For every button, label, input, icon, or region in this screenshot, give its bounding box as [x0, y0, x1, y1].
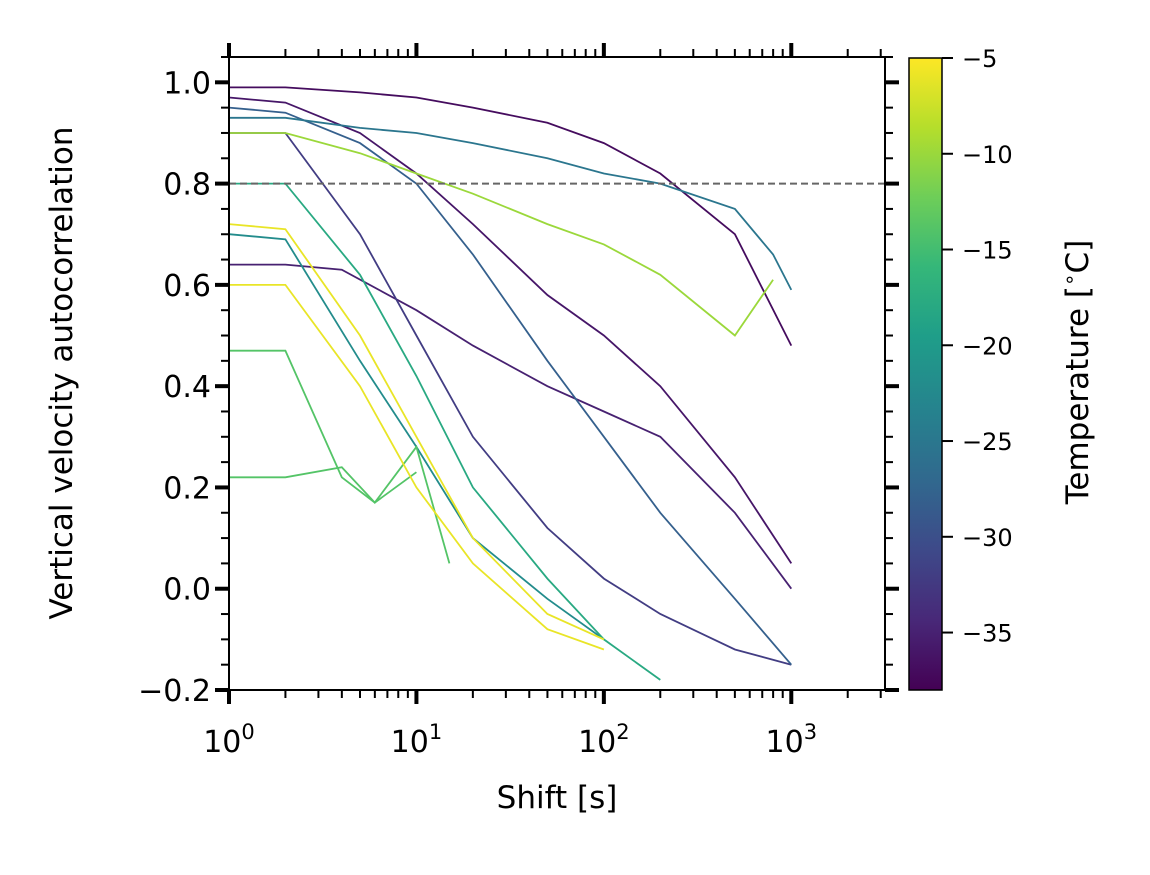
series-line — [229, 223, 605, 641]
axis-ticks — [215, 43, 899, 704]
y-tick-label: 0.2 — [163, 471, 211, 506]
y-tick-label: −0.2 — [138, 674, 211, 709]
x-tick-base: 10 — [766, 725, 804, 760]
y-tick-label: 0.4 — [163, 370, 211, 405]
x-tick-base: 10 — [578, 725, 616, 760]
series-line — [229, 116, 793, 291]
x-tick-exp: 3 — [804, 720, 817, 744]
y-tick-label: 1.0 — [163, 66, 211, 101]
x-tick-exp: 1 — [429, 720, 442, 744]
y-tick-labels: −0.2 0.0 0.2 0.4 0.6 0.8 1.0 — [138, 66, 211, 709]
series-line — [229, 444, 451, 564]
colorbar-tick-labels: −5 −10 −15 −20 −25 −30 −35 — [962, 45, 1013, 648]
x-tick-label: 100 — [203, 720, 255, 760]
x-tick-base: 10 — [391, 725, 429, 760]
x-tick-exp: 0 — [241, 720, 254, 744]
colorbar-label-text: Temperature [ — [1060, 286, 1096, 505]
series-line — [229, 106, 792, 666]
x-tick-exp: 2 — [616, 720, 629, 744]
colorbar-tick-label: −15 — [962, 237, 1013, 265]
colorbar-ticks — [942, 57, 953, 634]
x-tick-label: 102 — [578, 720, 630, 760]
colorbar-tick-label: −25 — [962, 428, 1013, 456]
axes-frame — [228, 56, 886, 691]
colorbar-tick-label: −30 — [962, 524, 1013, 552]
x-tick-labels: 100 101 102 103 — [203, 720, 817, 760]
series-line — [229, 283, 605, 651]
colorbar-tick-label: −20 — [962, 332, 1013, 360]
colorbar-tick-label: −35 — [962, 620, 1013, 648]
series-line — [229, 86, 793, 347]
x-tick-base: 10 — [203, 725, 241, 760]
y-tick-label: 0.6 — [163, 269, 211, 304]
y-axis-label: Vertical velocity autocorrelation — [44, 126, 80, 619]
x-axis-label: Shift [s] — [497, 780, 618, 816]
series-line — [229, 182, 661, 681]
series-line — [229, 263, 793, 590]
colorbar: −5 −10 −15 −20 −25 −30 −35 Temperature [… — [908, 45, 1096, 691]
plot-area — [229, 57, 885, 690]
y-tick-label: 0.8 — [163, 168, 211, 203]
series-line — [229, 132, 774, 337]
x-tick-label: 101 — [391, 720, 443, 760]
colorbar-label-degree: ∘ — [1057, 273, 1081, 286]
series-line — [229, 96, 793, 564]
colorbar-tick-label: −10 — [962, 141, 1013, 169]
y-tick-label: 0.0 — [163, 573, 211, 608]
colorbar-label-unit: C] — [1060, 240, 1096, 274]
colorbar-label: Temperature [∘C] — [1057, 240, 1096, 506]
colorbar-frame — [908, 57, 943, 691]
x-tick-label: 103 — [766, 720, 818, 760]
colorbar-tick-label: −5 — [962, 45, 997, 73]
colorbar-gradient — [909, 58, 942, 690]
series-line — [229, 349, 417, 504]
